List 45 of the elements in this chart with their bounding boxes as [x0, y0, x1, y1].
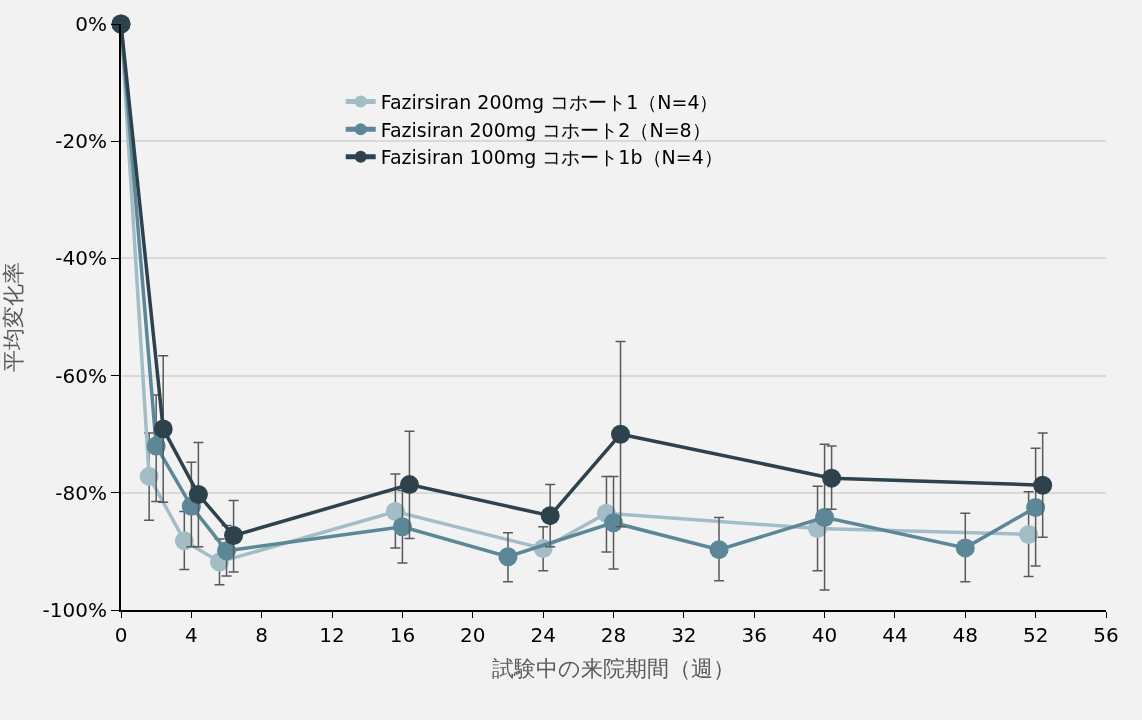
- point: [498, 547, 518, 567]
- y-tick-label: -60%: [55, 363, 107, 388]
- point: [1033, 475, 1053, 495]
- point: [822, 468, 842, 488]
- y-tick-label: -100%: [42, 598, 107, 622]
- y-axis-title: 平均変化率: [0, 262, 26, 372]
- point: [1026, 497, 1046, 517]
- x-tick-label: 12: [319, 623, 345, 647]
- y-tick-label: -40%: [55, 246, 107, 271]
- point: [399, 475, 419, 495]
- y-tick-label: -20%: [55, 129, 107, 154]
- point: [709, 540, 729, 560]
- x-tick-label: 40: [811, 623, 838, 647]
- x-axis-title: 試験中の来院期間（週）: [492, 656, 735, 682]
- x-tick-label: 36: [741, 623, 767, 647]
- point: [815, 507, 835, 527]
- point: [188, 485, 208, 505]
- point: [392, 517, 412, 537]
- y-tick-label: -80%: [55, 480, 107, 505]
- point: [604, 513, 623, 533]
- point: [385, 502, 405, 522]
- x-tick-label: 24: [530, 623, 556, 647]
- point: [1019, 524, 1039, 544]
- x-tick-label: 20: [460, 623, 486, 647]
- x-tick-label: 0: [114, 623, 128, 647]
- x-tick-label: 52: [1022, 623, 1049, 647]
- y-tick-label: 0%: [75, 12, 107, 36]
- point: [611, 424, 631, 444]
- x-tick-label: 48: [952, 623, 979, 647]
- point: [153, 419, 173, 439]
- point: [174, 531, 194, 551]
- legend-label: Fazisiran 100mg コホート1b（N=4）: [380, 146, 723, 169]
- point: [224, 526, 244, 546]
- x-tick-label: 28: [600, 623, 627, 647]
- x-tick-label: 56: [1093, 623, 1119, 647]
- x-tick-label: 4: [184, 623, 198, 647]
- x-tick-label: 16: [389, 623, 416, 647]
- legend-label: Fazirsiran 200mg コホート1（N=4）: [380, 90, 719, 113]
- point: [540, 506, 560, 526]
- point: [955, 538, 975, 558]
- legend-label: Fazisiran 200mg コホート2（N=8）: [380, 118, 711, 141]
- x-tick-label: 32: [671, 623, 697, 647]
- x-tick-label: 44: [882, 623, 908, 647]
- point: [217, 541, 237, 561]
- x-tick-label: 8: [255, 623, 269, 647]
